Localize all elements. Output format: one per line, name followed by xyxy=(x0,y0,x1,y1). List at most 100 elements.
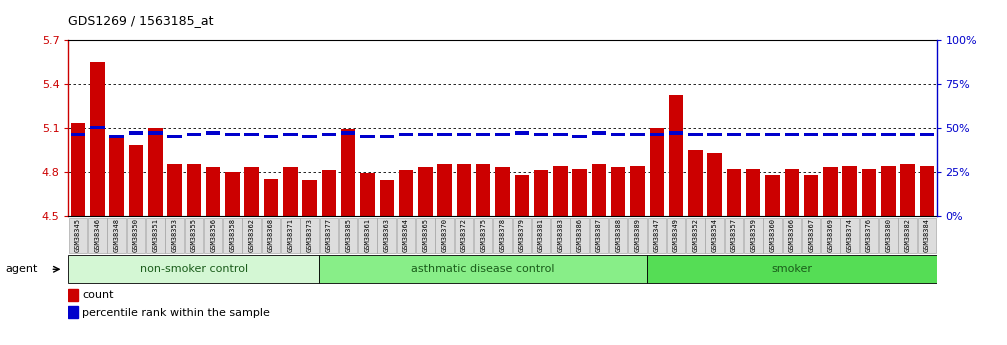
Bar xyxy=(688,150,703,216)
Bar xyxy=(572,135,587,138)
Text: GSM38377: GSM38377 xyxy=(326,218,332,253)
Bar xyxy=(765,133,779,136)
Text: GSM38353: GSM38353 xyxy=(171,218,177,253)
Bar xyxy=(900,164,914,216)
Bar xyxy=(380,135,394,138)
Bar xyxy=(765,175,779,216)
Bar xyxy=(68,289,78,301)
Bar xyxy=(226,172,240,216)
Text: GSM38366: GSM38366 xyxy=(788,218,795,253)
FancyBboxPatch shape xyxy=(879,218,897,253)
FancyBboxPatch shape xyxy=(821,218,840,253)
Bar xyxy=(380,180,394,216)
Bar xyxy=(341,131,355,135)
Text: GSM38368: GSM38368 xyxy=(268,218,274,253)
Bar xyxy=(283,167,297,216)
FancyBboxPatch shape xyxy=(667,218,686,253)
Bar xyxy=(843,166,857,216)
Text: GDS1269 / 1563185_at: GDS1269 / 1563185_at xyxy=(68,14,213,27)
Text: GSM38385: GSM38385 xyxy=(345,218,351,253)
Bar xyxy=(727,169,741,216)
Bar xyxy=(630,166,644,216)
Bar xyxy=(437,164,452,216)
Text: GSM38374: GSM38374 xyxy=(847,218,853,253)
Text: GSM38367: GSM38367 xyxy=(809,218,814,253)
Bar xyxy=(341,129,355,216)
Text: GSM38379: GSM38379 xyxy=(519,218,525,253)
FancyBboxPatch shape xyxy=(763,218,781,253)
Text: GSM38369: GSM38369 xyxy=(828,218,834,253)
Bar xyxy=(399,170,413,216)
Bar xyxy=(919,166,934,216)
Bar xyxy=(302,135,317,138)
Text: GSM38360: GSM38360 xyxy=(769,218,775,253)
Bar xyxy=(91,126,105,129)
Text: GSM38389: GSM38389 xyxy=(634,218,640,253)
FancyBboxPatch shape xyxy=(706,218,724,253)
Bar xyxy=(418,133,433,136)
Bar xyxy=(148,128,162,216)
Bar xyxy=(592,131,606,135)
Bar xyxy=(592,164,606,216)
Text: GSM38346: GSM38346 xyxy=(95,218,101,253)
Bar xyxy=(669,131,684,135)
Text: GSM38381: GSM38381 xyxy=(538,218,544,253)
Text: count: count xyxy=(82,290,114,300)
Bar xyxy=(630,133,644,136)
Bar xyxy=(823,133,838,136)
Text: asthmatic disease control: asthmatic disease control xyxy=(412,264,555,274)
FancyBboxPatch shape xyxy=(165,218,184,253)
FancyBboxPatch shape xyxy=(590,218,608,253)
Text: GSM38382: GSM38382 xyxy=(904,218,910,253)
FancyBboxPatch shape xyxy=(68,256,319,283)
Bar xyxy=(68,306,78,318)
Text: GSM38345: GSM38345 xyxy=(76,218,82,253)
Bar xyxy=(534,170,548,216)
Bar xyxy=(110,135,124,138)
Text: GSM38380: GSM38380 xyxy=(885,218,891,253)
Bar xyxy=(245,167,259,216)
Text: GSM38370: GSM38370 xyxy=(442,218,448,253)
FancyBboxPatch shape xyxy=(319,218,338,253)
FancyBboxPatch shape xyxy=(68,218,88,253)
Bar xyxy=(70,133,86,136)
Bar xyxy=(437,133,452,136)
FancyBboxPatch shape xyxy=(532,218,551,253)
Text: GSM38361: GSM38361 xyxy=(365,218,371,253)
Text: GSM38372: GSM38372 xyxy=(461,218,467,253)
Bar xyxy=(283,133,297,136)
Text: GSM38349: GSM38349 xyxy=(673,218,679,253)
Bar xyxy=(418,167,433,216)
Bar xyxy=(129,131,143,135)
Text: GSM38378: GSM38378 xyxy=(499,218,506,253)
Bar xyxy=(688,133,703,136)
Bar xyxy=(650,128,664,216)
Bar xyxy=(746,133,760,136)
Bar xyxy=(572,169,587,216)
Bar xyxy=(881,166,895,216)
Bar xyxy=(476,164,490,216)
Text: GSM38356: GSM38356 xyxy=(210,218,217,253)
Text: GSM38347: GSM38347 xyxy=(654,218,660,253)
FancyBboxPatch shape xyxy=(435,218,454,253)
Bar xyxy=(495,167,510,216)
FancyBboxPatch shape xyxy=(203,218,223,253)
Text: GSM38351: GSM38351 xyxy=(152,218,158,253)
FancyBboxPatch shape xyxy=(184,218,203,253)
Bar xyxy=(669,95,684,216)
Bar xyxy=(321,170,336,216)
Bar xyxy=(495,133,510,136)
Text: GSM38350: GSM38350 xyxy=(133,218,139,253)
Text: GSM38352: GSM38352 xyxy=(693,218,699,253)
Text: percentile rank within the sample: percentile rank within the sample xyxy=(82,308,270,317)
FancyBboxPatch shape xyxy=(917,218,937,253)
Bar xyxy=(746,169,760,216)
Bar xyxy=(553,133,568,136)
FancyBboxPatch shape xyxy=(339,218,357,253)
Bar xyxy=(727,133,741,136)
FancyBboxPatch shape xyxy=(802,218,821,253)
FancyBboxPatch shape xyxy=(570,218,589,253)
Bar xyxy=(186,164,201,216)
Text: GSM38365: GSM38365 xyxy=(422,218,428,253)
Text: GSM38376: GSM38376 xyxy=(866,218,872,253)
